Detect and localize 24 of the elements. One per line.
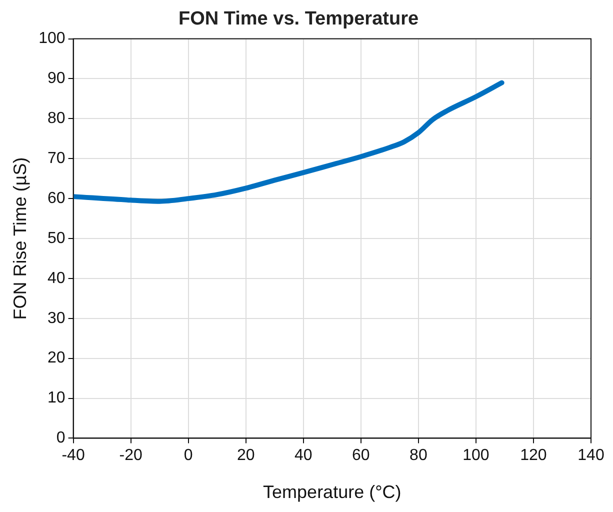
x-tick-label: -40 (62, 447, 85, 464)
x-tick-label: 20 (236, 447, 255, 464)
y-tick-label: 90 (48, 70, 66, 88)
y-tick-label: 40 (48, 270, 66, 287)
y-tick-label: 30 (48, 310, 66, 327)
y-tick-label: 10 (48, 390, 66, 407)
y-tick-label: 60 (48, 190, 66, 207)
x-tick-label: 40 (294, 447, 312, 464)
x-tick-label: 100 (462, 447, 490, 464)
x-tick-label: -20 (119, 447, 142, 464)
y-tick-label: 0 (56, 430, 66, 447)
y-tick-label: 80 (48, 110, 66, 128)
y-tick-label: 100 (38, 30, 66, 48)
x-tick-label: 120 (520, 447, 547, 464)
x-tick-label: 60 (352, 447, 370, 464)
x-tick-label: 0 (184, 447, 193, 464)
x-tick-label: 80 (410, 447, 428, 464)
y-tick-label: 20 (48, 350, 66, 367)
y-axis-title: FON Rise Time (µS) (10, 157, 30, 320)
y-tick-label: 50 (48, 230, 66, 247)
y-tick-label: 70 (48, 150, 66, 168)
x-axis-title: Temperature (°C) (263, 482, 402, 502)
chart-title: FON Time vs. Temperature (178, 8, 419, 30)
x-tick-label: 140 (578, 447, 604, 464)
